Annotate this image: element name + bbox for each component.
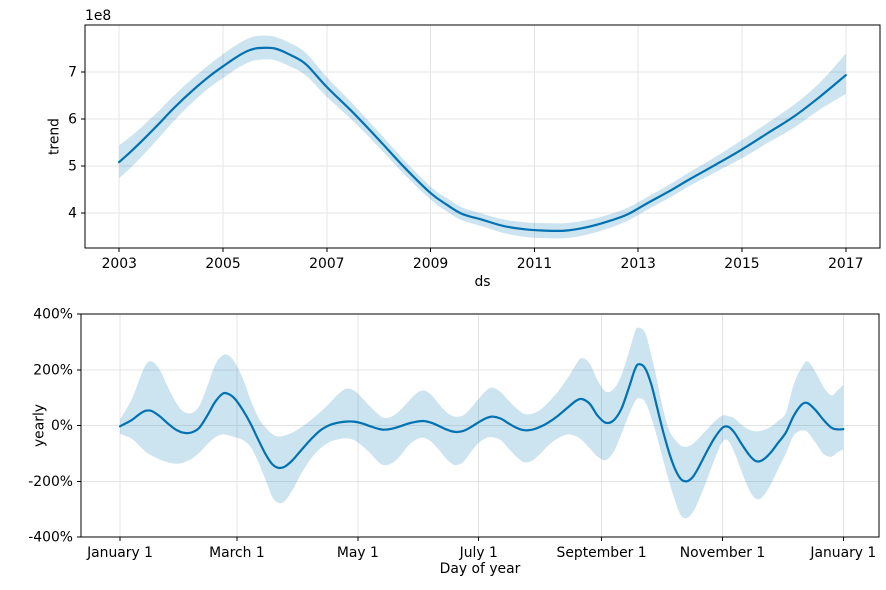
x-tick-label: January 1 [86,545,153,561]
y-tick-label: 200% [33,362,73,378]
x-tick-label: 2017 [828,256,863,272]
x-tick-label: 2015 [724,256,759,272]
trend-ticks [81,71,847,252]
y-tick-label: -200% [28,474,73,490]
y-tick-label: 5 [68,158,77,174]
x-tick-label: November 1 [680,545,766,561]
x-tick-label: May 1 [337,545,379,561]
yearly-uncertainty-band [120,327,844,519]
trend-offset-text: 1e8 [85,8,111,24]
trend-line [118,46,847,233]
x-tick-label: 2003 [102,256,137,272]
trend-subplot: 2003 2005 2007 2009 2011 2013 2015 2017 4 5 6 7 ds tr… [47,8,881,290]
y-tick-label: 0% [51,418,73,434]
yearly-xlabel: Day of year [440,561,521,577]
x-tick-label: September 1 [557,545,647,561]
yearly-subplot: January 1 March 1 May 1 July 1 September 1 No… [28,307,880,577]
y-tick-label: 6 [68,111,77,127]
x-tick-label: 2011 [517,256,552,272]
x-tick-label: 2005 [205,256,240,272]
trend-axes-frame [84,24,881,249]
trend-ylabel: trend [47,118,63,155]
yearly-line [118,363,845,483]
x-tick-label: March 1 [209,545,265,561]
y-tick-label: 7 [68,64,77,80]
yearly-ticks [77,313,844,541]
x-tick-label: 2009 [413,256,448,272]
trend-xlabel: ds [474,274,490,290]
yearly-ylabel: yearly [32,404,48,447]
y-tick-label: 400% [33,307,73,323]
trend-grid [85,25,880,248]
x-tick-label: January 1 [809,545,876,561]
x-tick-label: 2007 [309,256,344,272]
x-tick-label: July 1 [459,545,498,561]
y-tick-label: 4 [68,205,77,221]
y-tick-label: -400% [28,530,73,546]
x-tick-label: 2013 [620,256,655,272]
trend-uncertainty-band [119,35,846,239]
